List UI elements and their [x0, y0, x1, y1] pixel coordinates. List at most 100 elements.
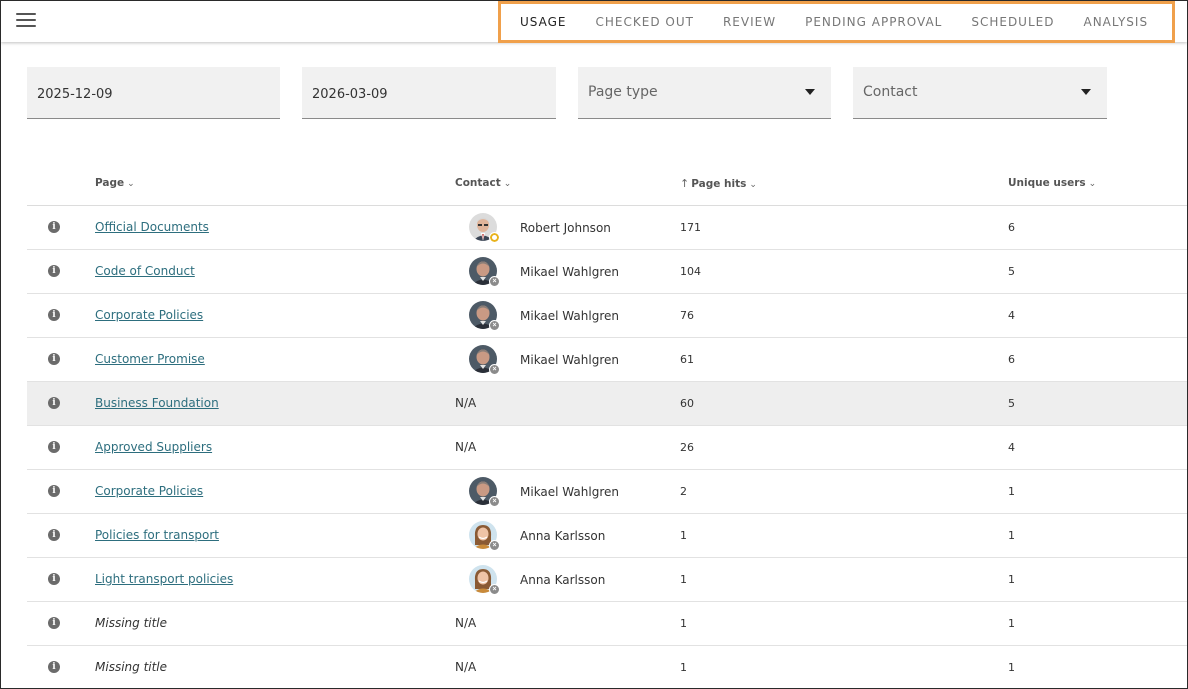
avatar: ×: [469, 301, 500, 331]
avatar: ×: [469, 521, 500, 551]
info-icon[interactable]: i: [48, 397, 60, 409]
tab-analysis[interactable]: ANALYSIS: [1083, 15, 1149, 29]
page-hits-value: 26: [680, 441, 694, 454]
page-missing-title: Missing title: [95, 660, 168, 674]
table-row[interactable]: i Corporate Policies × Mikael Wahlgren 76 4: [27, 294, 1187, 338]
chevron-down-icon: ⌄: [127, 179, 135, 189]
unique-users-value: 6: [1008, 353, 1015, 366]
page-hits-value: 1: [680, 573, 687, 586]
header-contact[interactable]: Contact ⌄: [455, 177, 511, 189]
unique-users-value: 1: [1008, 485, 1015, 498]
away-status-icon: [489, 232, 500, 243]
page-hits-value: 76: [680, 309, 694, 322]
info-icon[interactable]: i: [48, 485, 60, 497]
table-row[interactable]: i Missing title N/A 1 1: [27, 646, 1187, 688]
tab-usage[interactable]: USAGE: [520, 15, 567, 29]
table-row[interactable]: i Code of Conduct × Mikael Wahlgren 104 5: [27, 250, 1187, 294]
contact-na: N/A: [455, 616, 477, 630]
unique-users-value: 6: [1008, 221, 1015, 234]
page-link[interactable]: Official Documents: [95, 220, 209, 234]
table-row[interactable]: i Missing title N/A 1 1: [27, 602, 1187, 646]
page-hits-value: 61: [680, 353, 694, 366]
header-unique-users[interactable]: Unique users ⌄: [1008, 177, 1096, 189]
tab-review[interactable]: REVIEW: [722, 15, 777, 29]
table-header: Page ⌄ Contact ⌄ ↑ Page hits ⌄ Unique users ⌄: [27, 161, 1187, 206]
end-date-input[interactable]: [312, 87, 532, 102]
table-row[interactable]: i Official Documents Robert Johnson 171 6: [27, 206, 1187, 250]
page-link[interactable]: Customer Promise: [95, 352, 205, 366]
table-row[interactable]: i Corporate Policies × Mikael Wahlgren 2 1: [27, 470, 1187, 514]
page-type-select[interactable]: Page type: [578, 67, 831, 119]
offline-status-icon: ×: [489, 364, 500, 375]
contact-name: Mikael Wahlgren: [520, 265, 619, 279]
end-date-field[interactable]: [302, 67, 556, 119]
page-type-placeholder: Page type: [588, 84, 658, 100]
tab-bar: USAGE CHECKED OUT REVIEW PENDING APPROVA…: [498, 1, 1175, 43]
start-date-input[interactable]: [37, 87, 257, 102]
page-hits-value: 171: [680, 221, 701, 234]
page-missing-title: Missing title: [95, 616, 168, 630]
info-icon[interactable]: i: [48, 265, 60, 277]
info-icon[interactable]: i: [48, 617, 60, 629]
header-page[interactable]: Page ⌄: [95, 177, 135, 189]
chevron-down-icon: ⌄: [1088, 179, 1097, 189]
contact-name: Anna Karlsson: [520, 529, 606, 543]
chevron-down-icon: ⌄: [503, 179, 512, 189]
usage-table: Page ⌄ Contact ⌄ ↑ Page hits ⌄ Unique users ⌄…: [27, 161, 1187, 688]
page-link[interactable]: Policies for transport: [95, 528, 219, 542]
page-hits-value: 1: [680, 661, 687, 674]
table-row[interactable]: i Approved Suppliers N/A 26 4: [27, 426, 1187, 470]
contact-name: Mikael Wahlgren: [520, 485, 619, 499]
table-row[interactable]: i Customer Promise × Mikael Wahlgren 61 6: [27, 338, 1187, 382]
unique-users-value: 4: [1008, 309, 1015, 322]
contact-name: Robert Johnson: [520, 221, 611, 235]
page-hits-value: 104: [680, 265, 701, 278]
page-hits-value: 60: [680, 397, 694, 410]
page-link[interactable]: Corporate Policies: [95, 484, 204, 498]
start-date-field[interactable]: [27, 67, 280, 119]
unique-users-value: 5: [1008, 265, 1015, 278]
unique-users-value: 1: [1008, 661, 1015, 674]
page-link[interactable]: Light transport policies: [95, 572, 234, 586]
unique-users-value: 1: [1008, 529, 1015, 542]
page-link[interactable]: Corporate Policies: [95, 308, 204, 322]
info-icon[interactable]: i: [48, 441, 60, 453]
info-icon[interactable]: i: [48, 221, 60, 233]
header-page-hits-label: Page hits: [691, 178, 747, 190]
tab-checked-out[interactable]: CHECKED OUT: [595, 15, 694, 29]
contact-name: Mikael Wahlgren: [520, 353, 619, 367]
header-page-hits[interactable]: ↑ Page hits ⌄: [680, 177, 757, 190]
table-body: i Official Documents Robert Johnson 171 6 i Co…: [27, 206, 1187, 688]
info-icon[interactable]: i: [48, 573, 60, 585]
page-link[interactable]: Business Foundation: [95, 396, 219, 410]
contact-select[interactable]: Contact: [853, 67, 1107, 119]
offline-status-icon: ×: [489, 320, 500, 331]
offline-status-icon: ×: [489, 496, 500, 507]
info-icon[interactable]: i: [48, 353, 60, 365]
avatar: ×: [469, 565, 500, 595]
table-row[interactable]: i Business Foundation N/A 60 5: [27, 382, 1187, 426]
unique-users-value: 5: [1008, 397, 1015, 410]
chevron-down-icon: ⌄: [749, 180, 757, 190]
table-row[interactable]: i Light transport policies × Anna Karlsson 1…: [27, 558, 1187, 602]
contact-na: N/A: [455, 660, 477, 674]
tab-scheduled[interactable]: SCHEDULED: [971, 15, 1055, 29]
header-page-label: Page: [95, 177, 125, 189]
contact-na: N/A: [455, 396, 477, 410]
avatar: ×: [469, 477, 500, 507]
avatar: [469, 213, 500, 243]
unique-users-value: 1: [1008, 617, 1015, 630]
hamburger-menu-icon[interactable]: [16, 13, 36, 28]
info-icon[interactable]: i: [48, 529, 60, 541]
offline-status-icon: ×: [489, 540, 500, 551]
info-icon[interactable]: i: [48, 661, 60, 673]
table-row[interactable]: i Policies for transport × Anna Karlsson 1 1: [27, 514, 1187, 558]
page-link[interactable]: Approved Suppliers: [95, 440, 213, 454]
tab-pending-approval[interactable]: PENDING APPROVAL: [805, 15, 943, 29]
contact-name: Mikael Wahlgren: [520, 309, 619, 323]
dropdown-caret-icon: [1081, 89, 1091, 95]
offline-status-icon: ×: [489, 276, 500, 287]
info-icon[interactable]: i: [48, 309, 60, 321]
page-link[interactable]: Code of Conduct: [95, 264, 195, 278]
